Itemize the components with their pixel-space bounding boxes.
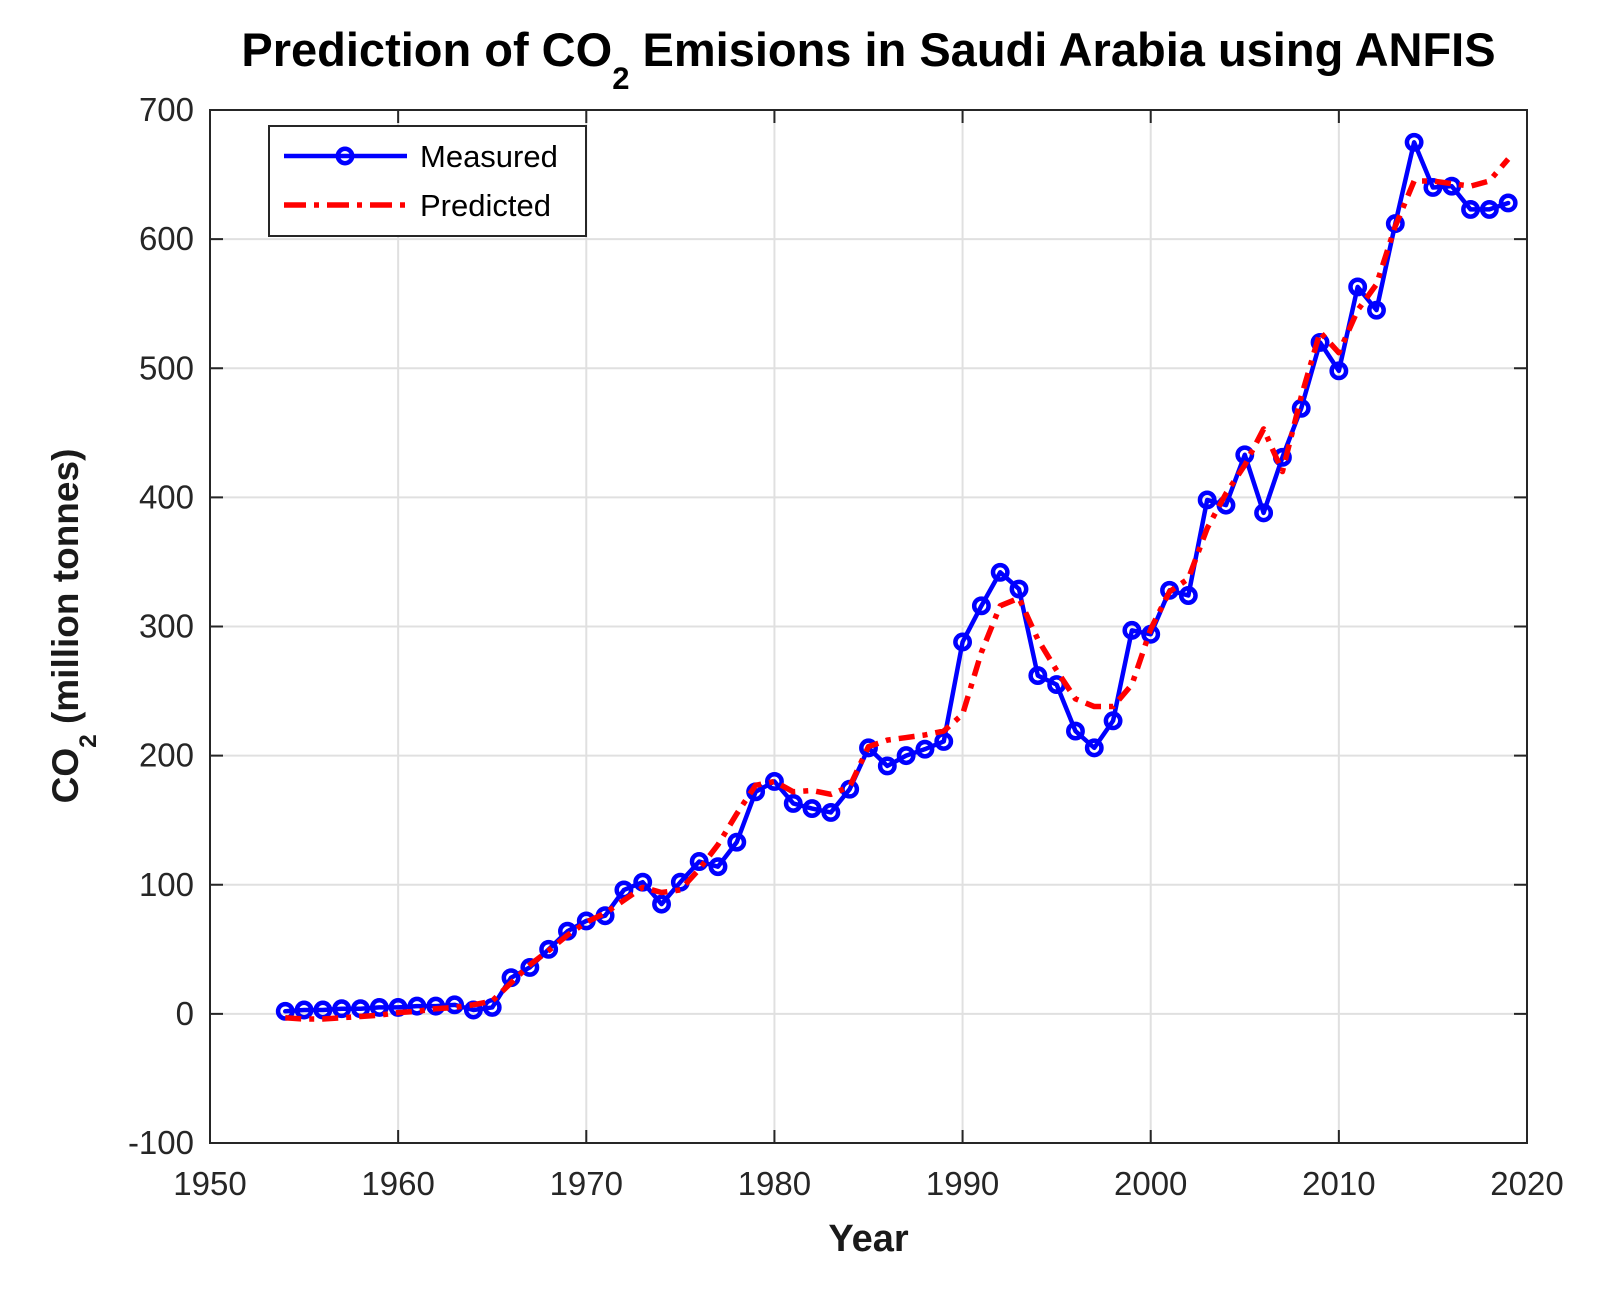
measured-marker — [783, 793, 803, 813]
measured-marker — [1423, 178, 1443, 197]
y-tick-label: 400 — [139, 478, 194, 515]
measured-marker — [1329, 361, 1349, 381]
measured-marker — [539, 939, 559, 959]
x-tick-label: 1960 — [361, 1165, 434, 1202]
measured-marker — [896, 746, 916, 766]
chart-title-subscript: 2 — [612, 60, 630, 96]
y-tick-label: -100 — [128, 1124, 194, 1161]
chart-title-suffix: Emisions in Saudi Arabia using ANFIS — [629, 23, 1496, 76]
y-tick-label: 100 — [139, 866, 194, 903]
measured-marker — [764, 772, 784, 791]
measured-marker — [1404, 132, 1424, 152]
measured-marker — [915, 739, 935, 759]
measured-marker — [1461, 199, 1481, 219]
measured-marker — [332, 999, 352, 1019]
predicted-line — [285, 157, 1511, 1022]
y-axis-label: CO2 (million tonnes) — [45, 448, 102, 804]
measured-marker — [802, 799, 822, 819]
x-tick-label: 2000 — [1114, 1165, 1187, 1202]
measured-marker — [1498, 193, 1518, 213]
chart-title: Prediction of CO2 Emisions in Saudi Arab… — [210, 22, 1527, 94]
legend-item-measured: Measured — [270, 132, 585, 181]
x-tick-label: 1950 — [173, 1165, 246, 1202]
measured-marker — [1103, 711, 1123, 731]
measured-marker — [1009, 579, 1029, 599]
legend-box: Measured Predicted — [268, 125, 587, 237]
measured-line — [283, 140, 1511, 1014]
measured-marker — [1178, 586, 1198, 605]
measured-marker — [953, 632, 973, 652]
measured-marker — [1385, 214, 1405, 234]
chart-title-prefix: Prediction of CO — [241, 23, 613, 76]
measured-marker — [1367, 300, 1386, 320]
measured-marker — [1084, 738, 1104, 758]
measured-marker — [821, 802, 841, 822]
x-tick-label: 1970 — [550, 1165, 623, 1202]
measured-marker — [652, 894, 671, 914]
y-tick-label: 200 — [139, 737, 194, 774]
measured-marker — [1122, 620, 1142, 640]
y-axis-label-prefix: CO — [45, 747, 86, 804]
measured-marker — [1310, 332, 1330, 352]
measured-marker — [859, 738, 878, 758]
y-tick-label: 300 — [139, 608, 194, 645]
legend-label-predicted: Predicted — [420, 188, 551, 223]
legend-item-predicted: Predicted — [270, 181, 585, 230]
measured-marker — [294, 1000, 314, 1020]
measured-swatch-marker — [335, 146, 355, 166]
measured-marker — [445, 995, 465, 1015]
measured-marker — [369, 997, 389, 1017]
x-tick-label: 2020 — [1490, 1165, 1563, 1202]
x-tick-label: 2010 — [1302, 1165, 1375, 1202]
y-axis-label-suffix: (million tonnes) — [45, 448, 86, 735]
x-tick-label: 1990 — [926, 1165, 999, 1202]
y-tick-label: 600 — [139, 220, 194, 257]
y-axis-label-subscript: 2 — [75, 734, 103, 748]
x-tick-label: 1980 — [738, 1165, 811, 1202]
measured-marker — [727, 832, 747, 852]
measured-marker — [877, 756, 897, 776]
measured-line-swatch — [284, 146, 407, 166]
measured-marker — [1348, 277, 1368, 297]
legend-label-measured: Measured — [420, 139, 558, 174]
measured-marker — [520, 957, 540, 977]
measured-marker — [971, 596, 991, 616]
measured-marker — [990, 562, 1010, 582]
measured-marker — [689, 852, 709, 871]
y-tick-label: 700 — [139, 91, 194, 128]
measured-marker — [1197, 490, 1217, 510]
measured-marker — [1479, 199, 1499, 219]
measured-marker — [1254, 503, 1274, 523]
y-tick-label: 500 — [139, 349, 194, 386]
measured-marker — [407, 996, 427, 1016]
measured-marker — [482, 997, 502, 1017]
measured-marker — [708, 857, 728, 877]
x-axis-label: Year — [828, 1218, 909, 1260]
predicted-line-swatch — [284, 202, 407, 208]
y-tick-label: 0 — [176, 995, 194, 1032]
measured-marker — [1028, 666, 1048, 686]
measured-marker — [934, 731, 954, 751]
measured-marker — [1066, 721, 1085, 741]
